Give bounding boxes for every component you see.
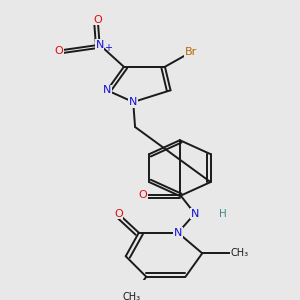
Text: N: N bbox=[129, 97, 137, 107]
Text: N: N bbox=[103, 85, 111, 95]
Text: Br: Br bbox=[185, 47, 197, 57]
Text: N: N bbox=[174, 228, 182, 238]
Text: O: O bbox=[93, 15, 102, 25]
Text: N: N bbox=[95, 40, 104, 50]
Text: N: N bbox=[190, 208, 199, 219]
Text: O: O bbox=[138, 190, 147, 200]
Text: +: + bbox=[104, 43, 112, 53]
Text: O: O bbox=[54, 46, 63, 56]
Text: CH₃: CH₃ bbox=[122, 292, 140, 300]
Text: O: O bbox=[114, 208, 123, 219]
Text: H: H bbox=[219, 208, 227, 219]
Text: CH₃: CH₃ bbox=[230, 248, 249, 258]
